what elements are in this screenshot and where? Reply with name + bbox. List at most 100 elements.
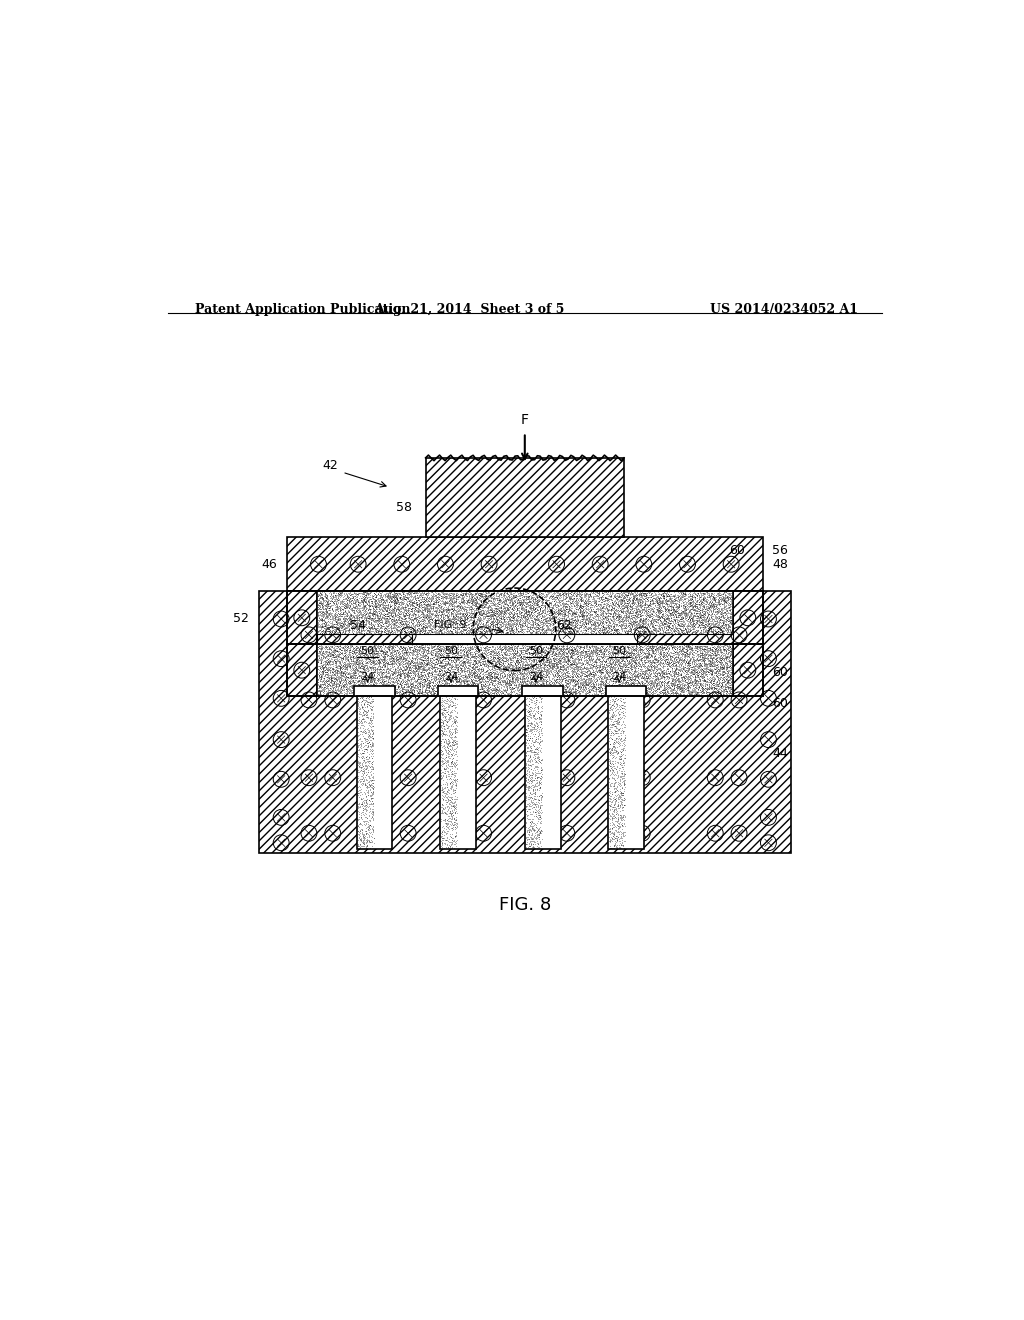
- Point: [434, 795, 451, 816]
- Point: [331, 603, 347, 624]
- Point: [365, 651, 381, 672]
- Point: [682, 605, 698, 626]
- Point: [624, 668, 640, 689]
- Point: [350, 593, 367, 614]
- Point: [353, 661, 370, 682]
- Point: [609, 751, 626, 772]
- Point: [365, 780, 381, 801]
- Point: [601, 681, 617, 702]
- Point: [378, 612, 394, 634]
- Point: [594, 627, 610, 648]
- Point: [685, 675, 701, 696]
- Point: [392, 615, 409, 636]
- Point: [535, 642, 551, 663]
- Point: [716, 628, 732, 649]
- Point: [365, 668, 381, 689]
- Point: [359, 829, 376, 850]
- Point: [399, 642, 416, 663]
- Point: [599, 661, 615, 682]
- Point: [585, 649, 601, 671]
- Point: [520, 822, 537, 843]
- Point: [637, 591, 653, 612]
- Point: [324, 649, 340, 671]
- Point: [557, 630, 573, 651]
- Point: [483, 603, 500, 624]
- Point: [393, 612, 410, 634]
- Point: [355, 615, 372, 636]
- Point: [436, 825, 453, 846]
- Point: [349, 624, 366, 645]
- Point: [326, 663, 342, 684]
- Point: [709, 603, 725, 624]
- Point: [385, 648, 401, 669]
- Point: [429, 675, 445, 696]
- Point: [606, 731, 623, 752]
- Point: [355, 611, 372, 632]
- Point: [567, 682, 584, 704]
- Point: [361, 611, 378, 632]
- Point: [579, 659, 595, 680]
- Point: [555, 615, 571, 636]
- Point: [483, 594, 500, 615]
- Point: [483, 643, 500, 664]
- Point: [590, 675, 606, 696]
- Point: [321, 652, 337, 673]
- Point: [503, 680, 519, 701]
- Point: [483, 623, 500, 644]
- Point: [595, 642, 611, 663]
- Point: [445, 639, 462, 660]
- Point: [701, 587, 718, 609]
- Point: [611, 711, 628, 733]
- Point: [358, 609, 375, 630]
- Point: [361, 672, 378, 693]
- Point: [516, 635, 532, 656]
- Point: [473, 645, 489, 667]
- Point: [694, 682, 711, 704]
- Point: [439, 816, 456, 837]
- Point: [339, 595, 355, 616]
- Point: [503, 626, 519, 647]
- Point: [623, 586, 639, 607]
- Point: [694, 589, 711, 610]
- Point: [629, 623, 645, 644]
- Point: [451, 632, 467, 653]
- Point: [719, 632, 735, 653]
- Point: [601, 694, 617, 715]
- Point: [354, 675, 371, 696]
- Point: [433, 632, 450, 653]
- Point: [580, 673, 596, 694]
- Point: [387, 593, 403, 614]
- Point: [438, 647, 455, 668]
- Point: [628, 635, 644, 656]
- Point: [573, 649, 590, 671]
- Point: [476, 614, 493, 635]
- Point: [435, 665, 452, 686]
- Point: [400, 595, 417, 616]
- Point: [549, 661, 565, 682]
- Point: [336, 606, 352, 627]
- Point: [690, 589, 707, 610]
- Point: [467, 649, 483, 671]
- Point: [488, 598, 505, 619]
- Point: [413, 661, 429, 682]
- Point: [598, 590, 614, 611]
- Point: [389, 678, 406, 700]
- Point: [467, 595, 483, 616]
- Point: [651, 607, 668, 628]
- Point: [512, 673, 528, 694]
- Point: [720, 606, 736, 627]
- Point: [519, 719, 536, 741]
- Point: [443, 686, 460, 708]
- Point: [554, 611, 570, 632]
- Point: [501, 634, 517, 655]
- Point: [535, 638, 551, 659]
- Point: [327, 645, 343, 667]
- Point: [357, 702, 374, 723]
- Point: [695, 586, 712, 607]
- Point: [438, 593, 455, 614]
- Point: [316, 598, 333, 619]
- Point: [716, 602, 732, 623]
- Point: [666, 664, 682, 685]
- Point: [368, 628, 384, 649]
- Point: [625, 624, 641, 645]
